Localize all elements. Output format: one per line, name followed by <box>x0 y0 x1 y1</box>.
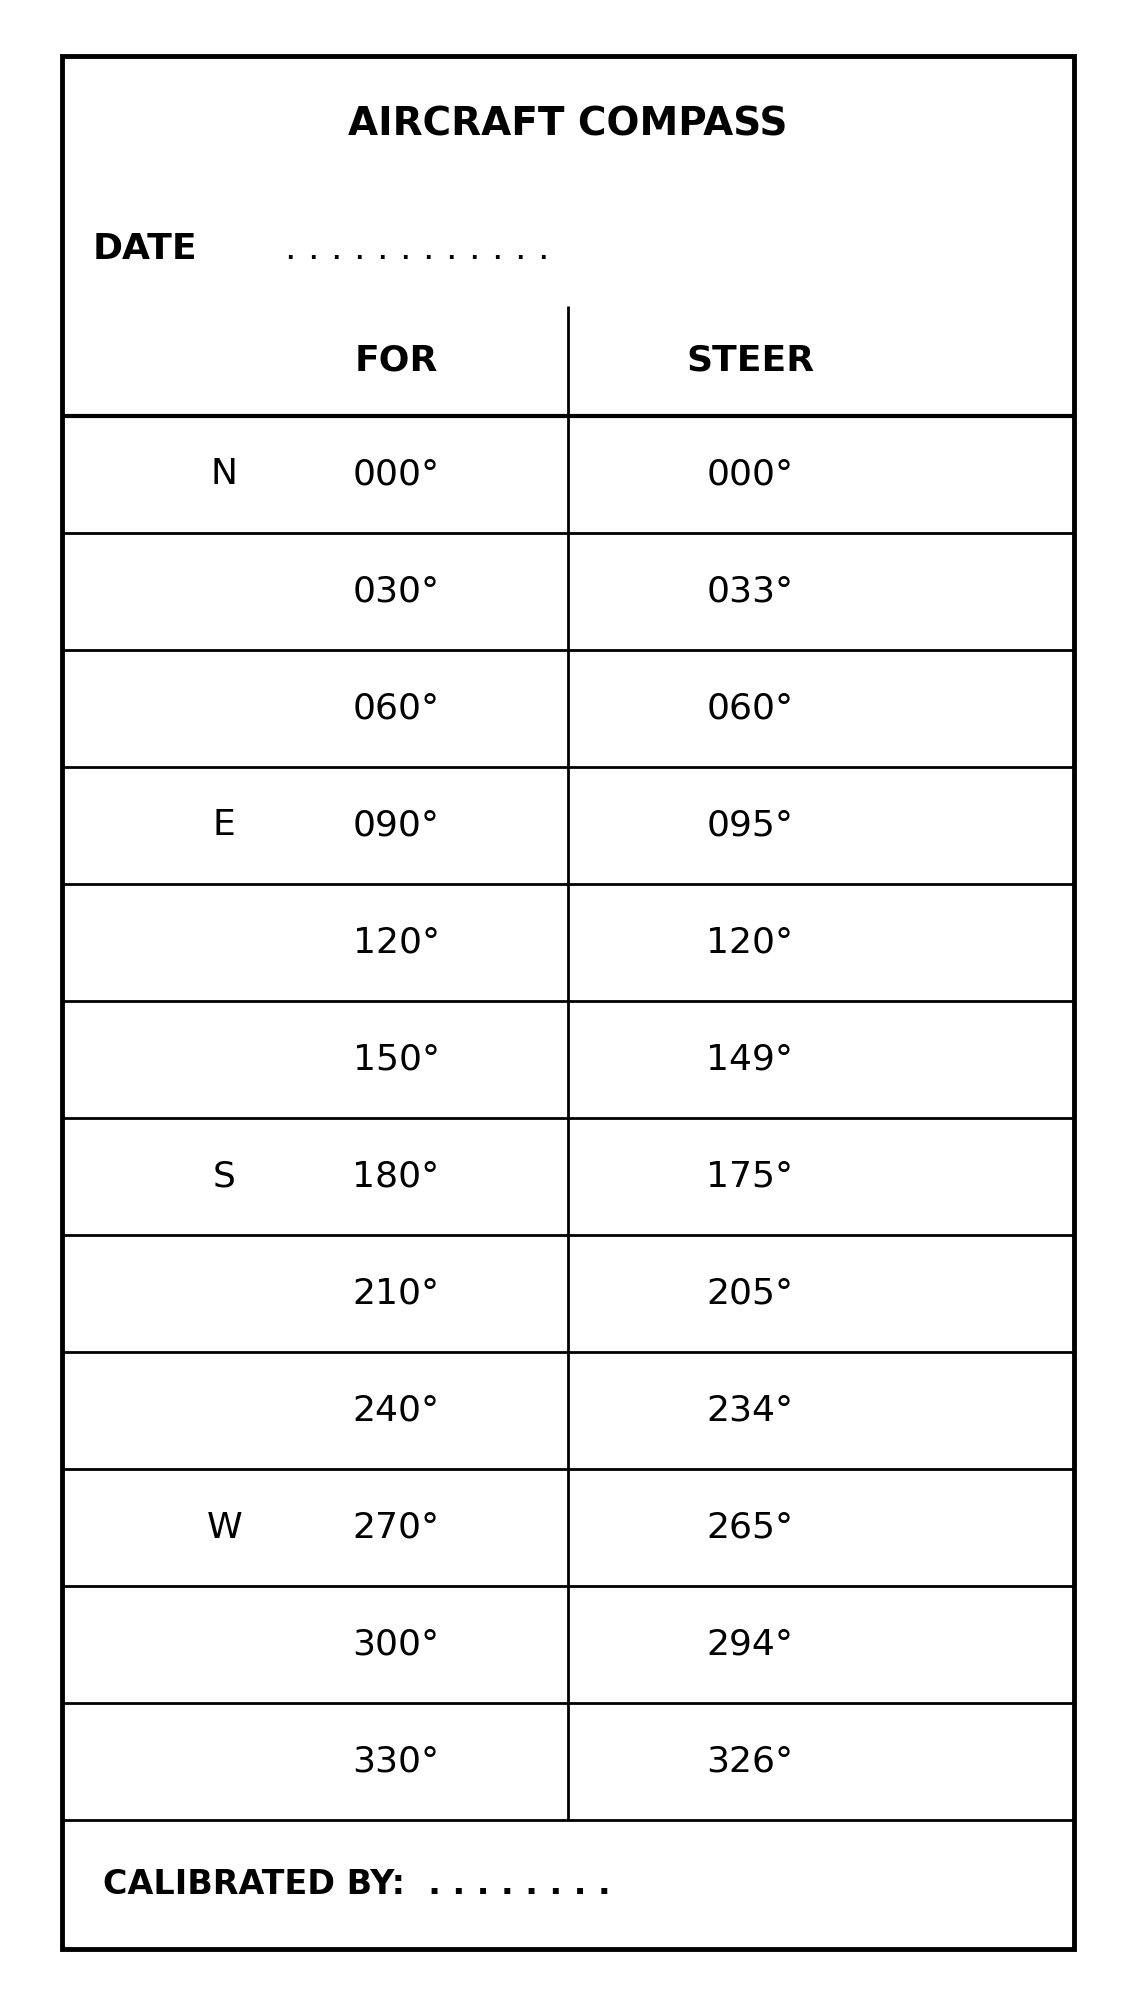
Text: CALIBRATED BY:  . . . . . . . .: CALIBRATED BY: . . . . . . . . <box>103 1869 610 1901</box>
Text: 234°: 234° <box>707 1393 794 1428</box>
Text: N: N <box>211 457 237 491</box>
Text: AIRCRAFT COMPASS: AIRCRAFT COMPASS <box>349 106 787 142</box>
Text: 060°: 060° <box>707 692 794 726</box>
Text: S: S <box>212 1159 235 1193</box>
Text: FOR: FOR <box>354 345 437 377</box>
Text: 300°: 300° <box>352 1628 440 1662</box>
Text: 240°: 240° <box>352 1393 440 1428</box>
Text: 180°: 180° <box>352 1159 440 1193</box>
Text: 294°: 294° <box>707 1628 793 1662</box>
Text: 205°: 205° <box>707 1277 794 1311</box>
Text: 175°: 175° <box>707 1159 794 1193</box>
Bar <box>62 56 1074 1949</box>
Text: 265°: 265° <box>707 1510 794 1544</box>
Text: . . . . . . . . . . . .: . . . . . . . . . . . . <box>285 233 550 267</box>
Text: 270°: 270° <box>352 1510 440 1544</box>
Text: E: E <box>212 808 235 842</box>
Text: STEER: STEER <box>686 345 815 377</box>
Text: 149°: 149° <box>707 1043 793 1077</box>
Text: 330°: 330° <box>352 1744 440 1778</box>
Text: 000°: 000° <box>707 457 794 491</box>
Text: 120°: 120° <box>352 926 440 960</box>
Text: W: W <box>207 1510 242 1544</box>
Text: 000°: 000° <box>352 457 440 491</box>
Text: 030°: 030° <box>352 573 440 608</box>
Text: 060°: 060° <box>352 692 440 726</box>
Text: 033°: 033° <box>707 573 794 608</box>
Text: 150°: 150° <box>352 1043 440 1077</box>
Text: DATE: DATE <box>93 233 198 267</box>
Text: 120°: 120° <box>707 926 794 960</box>
Text: 090°: 090° <box>352 808 440 842</box>
Text: 210°: 210° <box>352 1277 440 1311</box>
Text: 326°: 326° <box>707 1744 794 1778</box>
Text: 095°: 095° <box>707 808 793 842</box>
